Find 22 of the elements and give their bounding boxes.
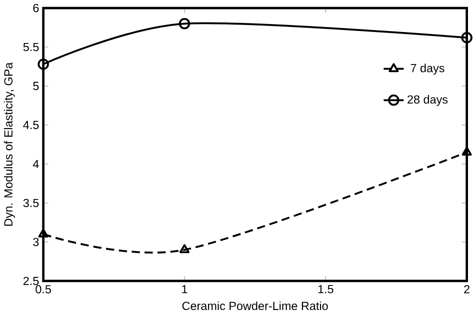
x-axis-title: Ceramic Powder-Lime Ratio — [182, 301, 328, 310]
point — [462, 146, 472, 156]
point — [179, 244, 190, 254]
legend-label: 28 days — [408, 95, 448, 106]
y-tick-label: 2.5 — [23, 276, 39, 286]
legend-label: 7 days — [410, 64, 444, 75]
x-tick-label: 0.5 — [36, 285, 51, 294]
point — [38, 58, 49, 70]
y-tick-label: 6 — [33, 4, 39, 12]
point — [178, 18, 190, 30]
y-tick-label: 4 — [32, 160, 39, 168]
point — [38, 228, 48, 238]
y-tick-label: 5 — [33, 82, 39, 90]
y-tick-label: 5.5 — [23, 42, 39, 52]
x-tick-label: 2 — [464, 285, 470, 294]
y-tick-label: 3 — [33, 238, 39, 246]
y-tick-label: 3.5 — [23, 198, 39, 208]
y-axis-title: Dyn. Modulus of Elasticity, GPa — [4, 62, 15, 226]
x-tick-label: 1 — [182, 285, 188, 294]
point — [461, 32, 472, 44]
y-tick-label: 4.5 — [23, 120, 39, 130]
x-tick-label: 1.5 — [318, 285, 334, 294]
